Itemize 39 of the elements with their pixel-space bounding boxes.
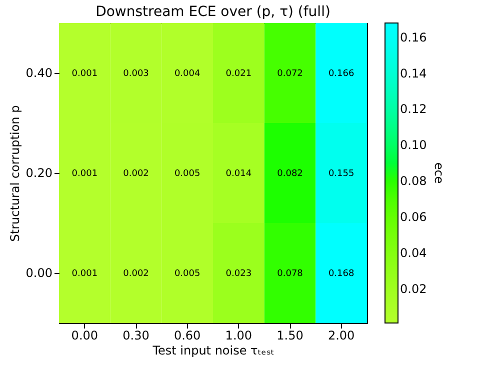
color-bar-label: 0.12	[400, 102, 427, 116]
data-label: 0.005	[174, 269, 200, 279]
data-label: 0.001	[72, 169, 98, 179]
x-tick-label: 0.00	[71, 328, 98, 342]
x-tick-label: 0.30	[122, 328, 150, 342]
color-bar-label: 0.06	[400, 210, 427, 224]
x-tick-label: 1.00	[225, 328, 252, 342]
data-label: 0.021	[226, 69, 252, 79]
color-bar-label: 0.02	[400, 282, 427, 296]
data-label: 0.001	[72, 69, 98, 79]
y-axis-title: Structural corruption p	[8, 105, 22, 242]
color-bar-title: ece	[432, 162, 446, 184]
data-label: 0.001	[72, 269, 98, 279]
data-label: 0.023	[226, 269, 252, 279]
x-tick-label: 1.50	[276, 328, 304, 342]
x-tick-label: 2.00	[328, 328, 355, 342]
data-label: 0.078	[277, 269, 304, 279]
x-tick-label: 0.60	[174, 328, 201, 342]
data-label: 0.003	[123, 69, 149, 79]
color-bar-label: 0.04	[400, 246, 427, 260]
x-axis-title: Test input noise τₜₑₛₜ	[152, 344, 274, 358]
data-label: 0.014	[226, 169, 252, 179]
y-tick-label: 0.20	[26, 166, 52, 180]
data-label: 0.005	[174, 169, 200, 179]
chart-title: Downstream ECE over (p, τ) (full)	[96, 4, 330, 20]
data-label: 0.168	[328, 269, 354, 279]
data-label: 0.155	[328, 169, 354, 179]
data-label: 0.082	[277, 169, 303, 179]
y-tick-label: 0.40	[26, 66, 52, 80]
color-bar-label: 0.10	[400, 138, 427, 152]
color-bar-label: 0.16	[400, 30, 427, 44]
data-label: 0.002	[123, 169, 149, 179]
data-label: 0.004	[174, 69, 200, 79]
data-label: 0.072	[277, 69, 303, 79]
data-label: 0.166	[328, 69, 354, 79]
y-tick-label: 0.00	[26, 266, 52, 280]
color-bar-label: 0.14	[400, 66, 427, 80]
color-bar-label: 0.08	[400, 174, 427, 188]
data-label: 0.002	[123, 269, 149, 279]
